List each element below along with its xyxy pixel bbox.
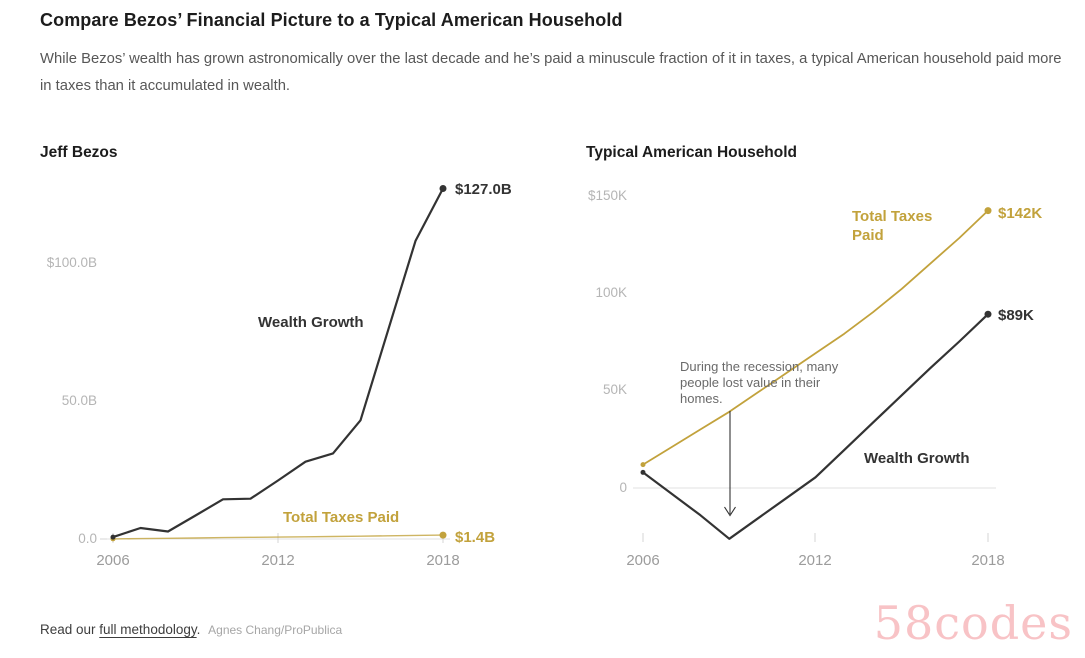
annotation-arrow-head-icon bbox=[724, 506, 736, 517]
bezos-wealth-line bbox=[111, 187, 445, 539]
footer-read-our: Read our bbox=[40, 622, 100, 637]
bezos-taxes-end-value: $1.4B bbox=[455, 529, 495, 546]
page-subtitle: While Bezos’ wealth has grown astronomic… bbox=[40, 51, 1062, 94]
bezos-wealth-end-value: $127.0B bbox=[455, 181, 512, 198]
methodology-link[interactable]: full methodology bbox=[99, 622, 197, 637]
bezos-ylabel-0: 0.0 bbox=[78, 531, 97, 546]
recession-annotation: During the recession, many people lost v… bbox=[680, 359, 839, 517]
household-ylabel-100k: 100K bbox=[595, 285, 627, 300]
household-taxes-label-line2: Paid bbox=[852, 227, 884, 244]
bezos-xlabel-2012: 2012 bbox=[261, 552, 294, 569]
bezos-wealth-dots bbox=[110, 185, 447, 540]
bezos-taxes-line bbox=[112, 534, 444, 540]
household-xlabel-2012: 2012 bbox=[798, 552, 831, 569]
household-taxes-end-value: $142K bbox=[998, 205, 1042, 222]
annotation-line-3: homes. bbox=[680, 391, 723, 406]
data-point-dot bbox=[439, 531, 447, 539]
household-ylabel-150k: $150K bbox=[588, 188, 627, 203]
chart-title-bezos: Jeff Bezos bbox=[40, 144, 118, 161]
bezos-taxes-label-bg bbox=[279, 505, 411, 526]
data-point-dot bbox=[984, 207, 992, 215]
household-ylabel-50k: 50K bbox=[603, 382, 627, 397]
annotation-line-2: people lost value in their bbox=[680, 375, 821, 390]
household-wealth-dots bbox=[640, 310, 992, 475]
data-point-dot bbox=[110, 534, 116, 540]
household-taxes-label-line1: Total Taxes bbox=[852, 208, 932, 225]
household-xlabel-2006: 2006 bbox=[626, 552, 659, 569]
household-wealth-growth-label: Wealth Growth bbox=[864, 450, 970, 467]
footer-period: . bbox=[196, 622, 201, 637]
chart-title-household: Typical American Household bbox=[586, 144, 798, 161]
household-wealth-line bbox=[641, 313, 990, 540]
bezos-chart: $100.0B 50.0B 0.0 2006 2012 2018 Wealth … bbox=[47, 181, 512, 569]
data-point-dot bbox=[439, 185, 447, 192]
bezos-ylabel-100b: $100.0B bbox=[47, 255, 97, 270]
data-point-dot bbox=[984, 310, 992, 318]
byline-credit: Agnes Chang/ProPublica bbox=[208, 623, 343, 637]
data-point-dot bbox=[640, 462, 646, 468]
household-wealth-end-value: $89K bbox=[998, 307, 1034, 324]
bezos-ylabel-50b: 50.0B bbox=[62, 393, 97, 408]
watermark: 58codes bbox=[873, 596, 1073, 650]
bezos-xlabel-2018: 2018 bbox=[426, 552, 459, 569]
household-ylabel-0: 0 bbox=[619, 480, 627, 495]
bezos-xlabel-2006: 2006 bbox=[96, 552, 129, 569]
bezos-taxes-label: Total Taxes Paid bbox=[283, 509, 399, 526]
footer: Read our full methodology. Agnes Chang/P… bbox=[40, 622, 342, 637]
bezos-wealth-growth-label: Wealth Growth bbox=[258, 314, 364, 331]
data-point-dot bbox=[640, 469, 646, 475]
household-xlabel-2018: 2018 bbox=[971, 552, 1004, 569]
page-title: Compare Bezos’ Financial Picture to a Ty… bbox=[40, 10, 623, 30]
annotation-line-1: During the recession, many bbox=[680, 359, 839, 374]
household-chart: $150K 100K 50K 0 2006 2012 2018 Total Ta… bbox=[588, 188, 1042, 569]
household-taxes-line bbox=[642, 209, 989, 466]
household-taxes-dots bbox=[640, 207, 992, 468]
